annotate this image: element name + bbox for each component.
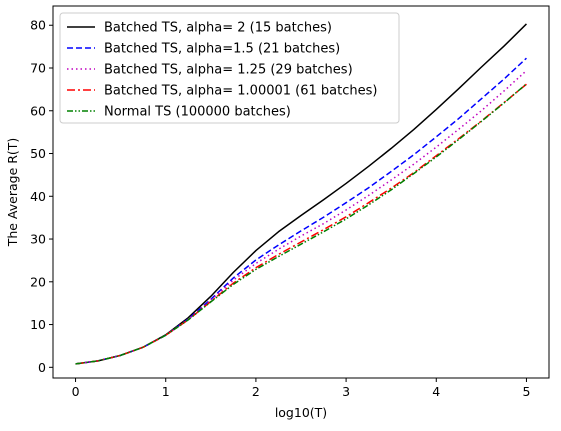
y-axis-title: The Average R(T) <box>5 138 20 248</box>
y-tick-label: 70 <box>30 61 46 76</box>
y-tick-label: 30 <box>30 232 46 247</box>
legend: Batched TS, alpha= 2 (15 batches) Batched… <box>59 12 400 124</box>
legend-frame <box>59 12 400 124</box>
y-tick-label: 0 <box>38 360 46 375</box>
y-tick-label: 50 <box>30 146 46 161</box>
x-tick-label: 1 <box>162 384 170 399</box>
legend-label-3: Batched TS, alpha= 1.25 (29 batches) <box>104 63 353 78</box>
series-line-4 <box>75 83 527 365</box>
legend-label-5: Normal TS (100000 batches) <box>104 105 291 120</box>
legend-label-4: Batched TS, alpha= 1.00001 (61 batches) <box>104 84 377 99</box>
legend-label-1: Batched TS, alpha= 2 (15 batches) <box>104 21 332 36</box>
x-axis-title: log10(T) <box>275 405 327 420</box>
y-tick-label: 40 <box>30 189 46 204</box>
y-tick-label: 10 <box>30 317 46 332</box>
series-line-5 <box>75 83 527 365</box>
y-tick-label: 80 <box>30 18 46 33</box>
plot-frame <box>52 5 550 379</box>
x-tick-label: 2 <box>252 384 260 399</box>
y-axis: 0 10 20 30 40 50 60 70 80 <box>30 18 53 375</box>
x-tick-label: 0 <box>72 384 80 399</box>
x-axis: 0 1 2 3 4 5 <box>72 378 530 399</box>
y-tick-label: 60 <box>30 103 46 118</box>
series-line-2 <box>75 57 527 365</box>
series-layer <box>75 23 527 365</box>
x-tick-label: 5 <box>522 384 530 399</box>
y-tick-label: 20 <box>30 274 46 289</box>
x-tick-label: 3 <box>342 384 350 399</box>
x-tick-label: 4 <box>432 384 440 399</box>
legend-label-2: Batched TS, alpha=1.5 (21 batches) <box>104 42 340 57</box>
